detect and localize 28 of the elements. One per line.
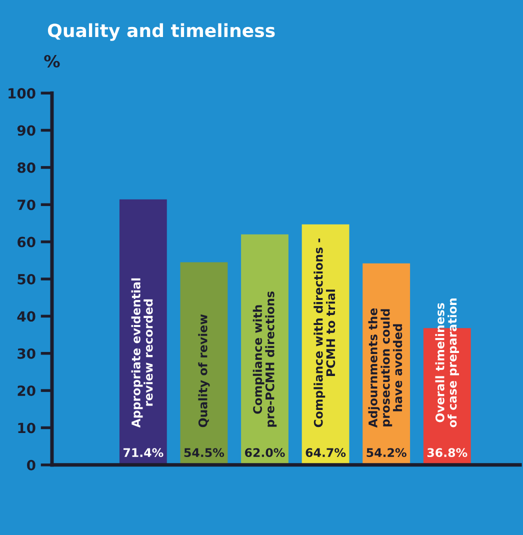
chart-title: Quality and timeliness — [48, 23, 275, 41]
data-label: 62.0% — [245, 448, 285, 458]
y-tick-label: 70 — [18, 200, 36, 210]
x-tick-label: Appropriate evidential review recorded — [131, 278, 153, 428]
y-tick-label: 100 — [8, 88, 36, 99]
data-label: 71.4% — [123, 448, 164, 458]
y-tick-label: 90 — [17, 125, 36, 136]
x-tick-label: Adjournments the prosecution could have avoided — [368, 308, 402, 428]
y-tick-label: 30 — [18, 348, 36, 359]
bar — [180, 262, 228, 465]
y-tick-label: 60 — [18, 236, 36, 248]
y-tick-label: 50 — [18, 274, 36, 284]
y-tick-label: 20 — [18, 386, 36, 396]
data-label: 54.2% — [366, 448, 406, 458]
y-tick-label: 80 — [18, 162, 36, 173]
x-tick-label: Quality of review — [198, 314, 210, 428]
data-label: 64.7% — [306, 448, 346, 458]
x-tick-label: Overall timeliness of case preparation — [435, 298, 459, 428]
y-tick-label: 40 — [17, 311, 36, 322]
x-tick-label: Compliance with directions - PCMH to trial — [314, 238, 336, 428]
x-tick-label: Compliance with pre-PCMH directions — [252, 292, 277, 427]
y-tick-label: 10 — [18, 422, 36, 434]
bar — [241, 234, 288, 465]
data-label: 54.5% — [184, 448, 224, 458]
y-axis-title: % — [44, 54, 60, 68]
y-tick-label: 0 — [27, 460, 36, 470]
bar — [119, 199, 167, 465]
data-label: 36.8% — [427, 448, 468, 458]
